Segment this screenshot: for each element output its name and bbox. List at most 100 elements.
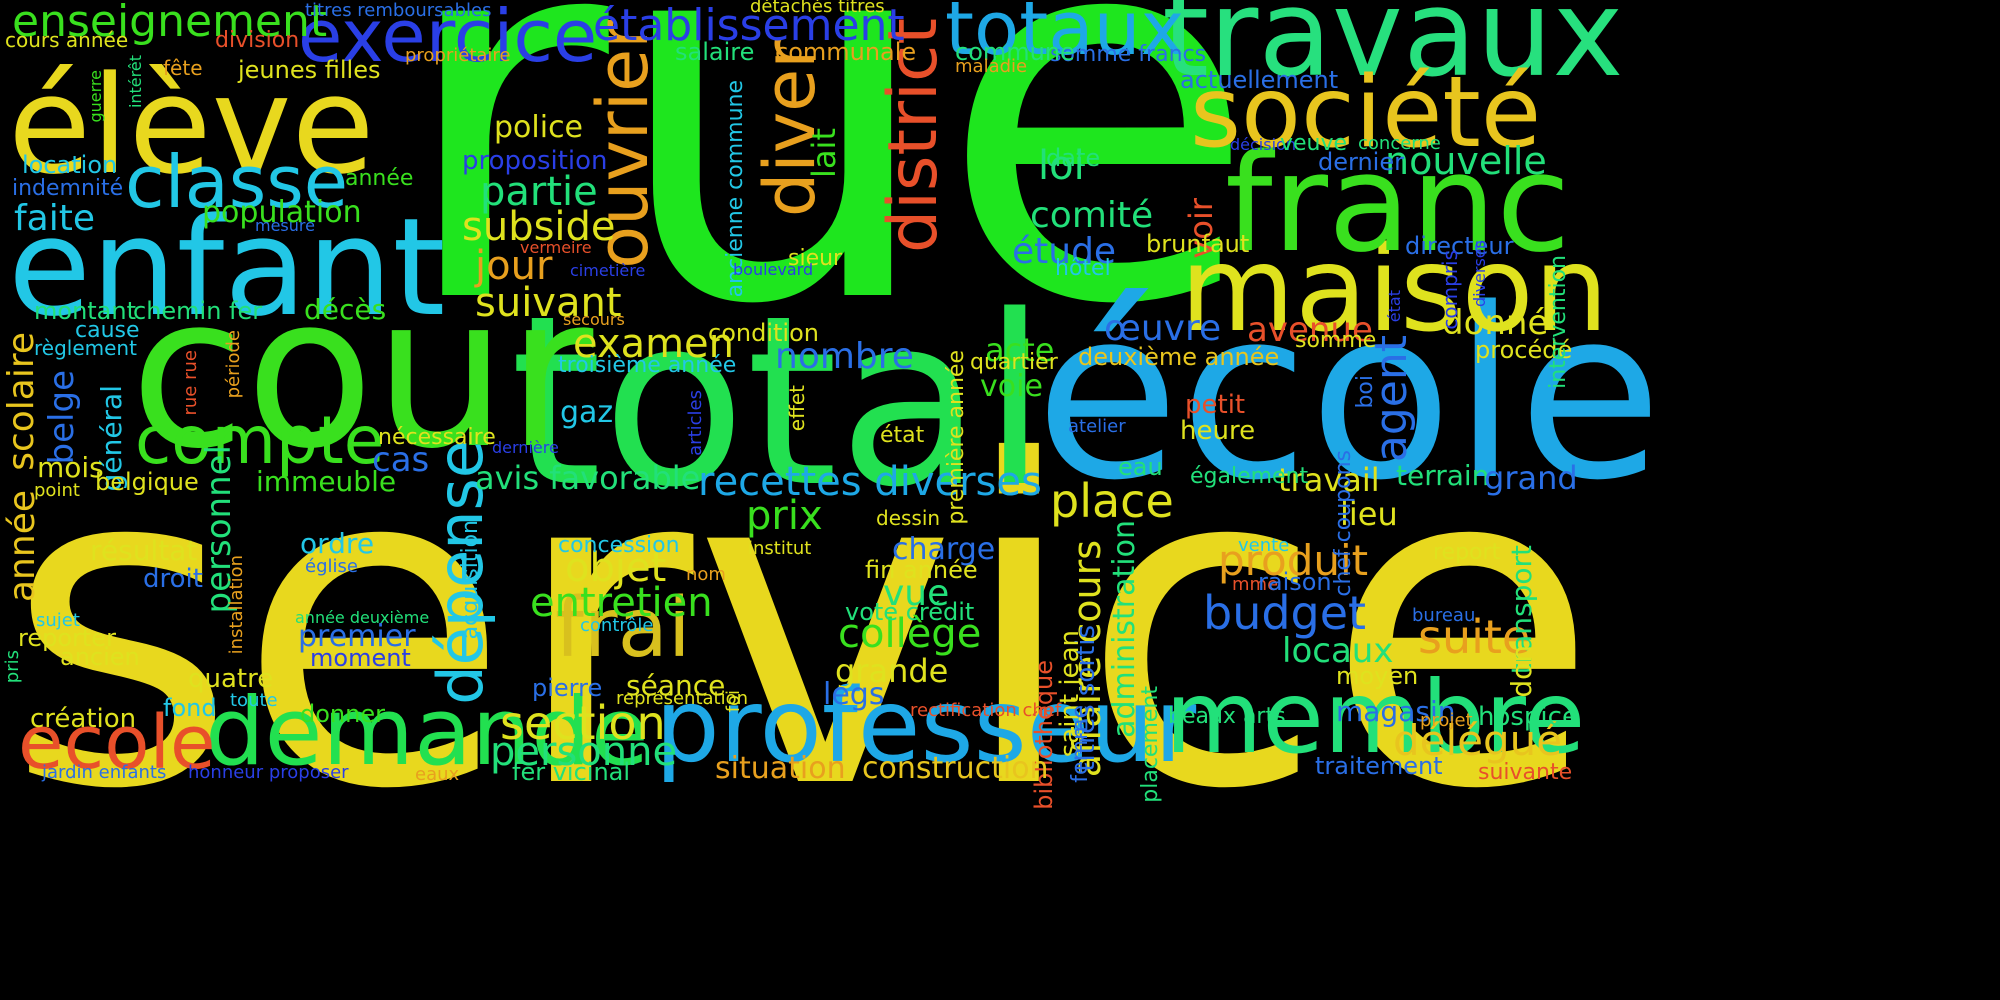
word-procede: procédé (1475, 336, 1573, 364)
word-mme: mme (1232, 574, 1279, 595)
word-proprietaire: propriétaire (405, 45, 511, 66)
word-travail: travail (1278, 461, 1380, 499)
word-avis-favorable: avis favorable (475, 459, 701, 497)
word-indemnite: indemnité (12, 176, 124, 201)
word-gaz: gaz (560, 395, 614, 430)
word-chef-coupons: chef coupons (1331, 450, 1356, 597)
word-placement: placement (1138, 686, 1163, 803)
word-grande: grande (835, 652, 949, 690)
word-division: division (215, 28, 300, 53)
word-chemin-fer: chemin fer (133, 297, 263, 325)
word-sieur: sieur (788, 246, 843, 271)
word-premier: premier (298, 619, 416, 654)
word-fin-annee: fin année (865, 556, 978, 584)
word-honneur-proposer: honneur proposer (188, 762, 349, 783)
word-donne: donné (1442, 303, 1549, 343)
word-droit: droit (143, 564, 203, 594)
word-annee: année (2, 490, 43, 602)
word-necessaire: nécessaire (378, 425, 496, 450)
word-veuve: veuve (1280, 131, 1348, 156)
word-ecole: ecole (18, 700, 216, 786)
word-directeur: directeur (1405, 232, 1514, 260)
word-femme: femme (1068, 705, 1093, 783)
word-membre: membre (1165, 659, 1586, 776)
word-franc: franc (1225, 125, 1571, 282)
word-mesure: mesure (255, 216, 315, 235)
word-don: don (1505, 645, 1538, 698)
word-faite: faite (14, 198, 95, 239)
word-somme: somme (1295, 328, 1377, 353)
word-boulevard: boulevard (733, 260, 814, 279)
word-petit: petit (1185, 390, 1246, 420)
word-guerre: guerre (86, 70, 105, 123)
word-bibliotheque: bibliothèque (1030, 660, 1058, 810)
word-fer-vicinal: fer vicinal (512, 758, 631, 786)
word-bureau: bureau (1412, 605, 1476, 626)
word-grand: grand (1484, 459, 1578, 497)
word-donner: donner (300, 700, 385, 728)
word-representation: représentation (616, 688, 749, 709)
word-vermeire: vermeire (520, 238, 592, 257)
word-exercice: exercice (298, 0, 598, 78)
word-reglement: règlement (34, 336, 137, 360)
word-dernier: dernier (1318, 148, 1404, 176)
word-secours: secours (563, 310, 625, 329)
word-partie: partie (480, 169, 598, 215)
word-enfant: enfant (8, 189, 446, 346)
word-comite: comité (1030, 195, 1154, 236)
word-eglise: église (305, 556, 358, 577)
word-cimetiere: cimetière (570, 261, 646, 280)
word-nouvelle: nouvelle (1385, 139, 1547, 183)
word-premiere-annee: première année (944, 350, 969, 525)
word-immeuble: immeuble (256, 465, 397, 498)
word-maison: maison (1180, 220, 1609, 358)
word-moment: moment (310, 644, 411, 672)
word-suivante: suivante (1478, 760, 1573, 785)
word-legs: legs (823, 677, 885, 712)
word-atelier: atelier (1068, 416, 1126, 437)
word-rue: rue (395, 0, 1259, 418)
word-compris: compris (1438, 250, 1462, 330)
word-deuxieme-annee: deuxième année (1078, 343, 1280, 371)
word-periode: période (223, 330, 244, 399)
word-objet: objet (565, 545, 667, 591)
word-delegue: délégué (1393, 716, 1563, 765)
word-creation: création (30, 704, 137, 734)
word-professeur: professeur (655, 667, 1197, 786)
word-pierre: pierre (532, 674, 603, 702)
word-beaux-arts: beaux arts (1168, 704, 1286, 729)
word-institut: institut (748, 538, 812, 559)
word-rue-rue: rue rue (180, 350, 201, 416)
word-jardin-enfants: jardin enfants (42, 762, 167, 783)
word-montant: montant (34, 297, 137, 325)
word-intervention: intervention (1546, 255, 1571, 389)
word-vente: vente (1238, 535, 1290, 556)
word-produit: produit (1218, 536, 1369, 585)
word-condition: condition (708, 319, 819, 347)
word-entretien: entretien (530, 580, 713, 626)
word-effet: effet (785, 385, 809, 432)
word-brunfaut: brunfaut (1146, 230, 1250, 258)
word-date: date (1046, 144, 1101, 172)
word-demande: demande (205, 678, 649, 787)
word-moyen: moyen (1336, 662, 1419, 690)
word-deces: décès (304, 293, 387, 326)
word-prix: prix (746, 493, 823, 539)
word-total: total (510, 266, 1048, 539)
word-examen: examen (573, 321, 735, 367)
word-annee-deuxieme: année deuxième (295, 608, 430, 627)
word-diverses: diverses (1470, 240, 1489, 308)
word-jour: jour (475, 243, 553, 289)
word-commune: commune (955, 38, 1075, 66)
word-raison: raison (1258, 568, 1332, 596)
word-mois: mois (37, 451, 104, 484)
word-cours-annee: cours année (5, 28, 129, 52)
word-maladie: maladie (955, 56, 1028, 77)
word-articles: articles (685, 390, 706, 456)
word-hotel: hôtel (1055, 256, 1111, 281)
word-population: population (202, 195, 362, 230)
word-etablissement: établissement (593, 0, 905, 51)
word-college: collège (838, 611, 982, 657)
word-voie: voie (980, 369, 1043, 404)
